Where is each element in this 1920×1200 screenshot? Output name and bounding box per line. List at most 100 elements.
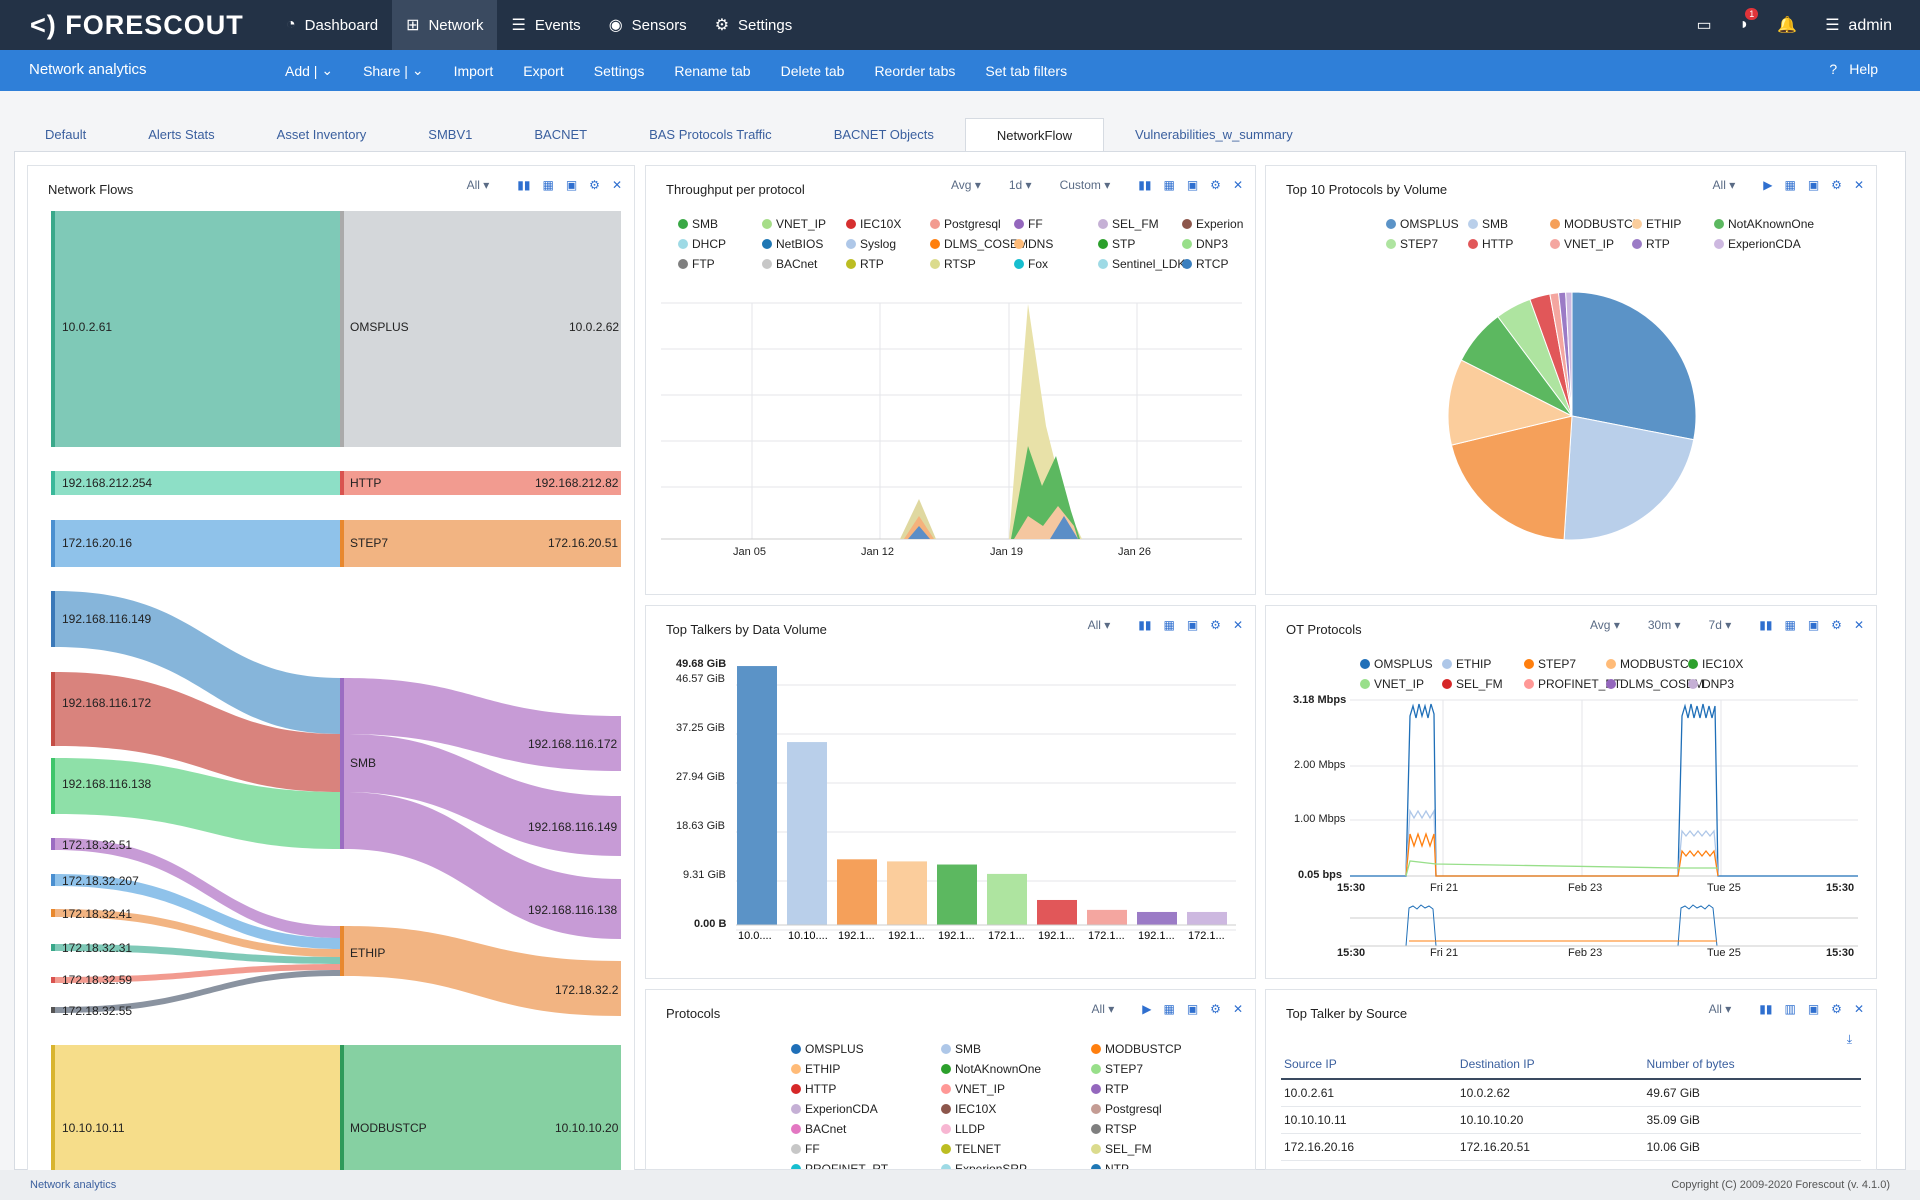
- help-link[interactable]: ? Help: [1829, 61, 1890, 77]
- legend-item[interactable]: NotAKnownOne: [1714, 217, 1814, 231]
- legend-item[interactable]: FTP: [678, 257, 715, 271]
- legend-item[interactable]: NotAKnownOne: [941, 1062, 1041, 1076]
- close-icon[interactable]: ✕: [1853, 1002, 1864, 1016]
- range-dropdown[interactable]: 1d ▾: [1008, 178, 1032, 192]
- legend-item[interactable]: ExperionSRP: [941, 1162, 1027, 1169]
- table-row[interactable]: 10.10.10.11 10.10.10.20 35.09 GiB: [1281, 1106, 1861, 1134]
- legend-item[interactable]: Fox: [1014, 257, 1048, 271]
- legend-item[interactable]: FF: [791, 1142, 820, 1156]
- table-icon[interactable]: ▦: [1784, 178, 1796, 192]
- legend-item[interactable]: DLMS_COSEM: [930, 237, 1028, 251]
- tab-smbv1[interactable]: SMBV1: [428, 127, 473, 142]
- import-button[interactable]: Import: [453, 62, 494, 79]
- legend-item[interactable]: SEL_FM: [1098, 217, 1159, 231]
- legend-item[interactable]: DNP3: [1182, 237, 1228, 251]
- legend-item[interactable]: DNS: [1014, 237, 1053, 251]
- nav-events[interactable]: ☰ Events: [497, 0, 594, 50]
- legend-item[interactable]: SEL_FM: [1091, 1142, 1152, 1156]
- reorder-tabs-button[interactable]: Reorder tabs: [874, 62, 956, 79]
- close-icon[interactable]: ✕: [1232, 178, 1243, 192]
- share-button[interactable]: Share | ⌄: [348, 62, 439, 79]
- legend-item[interactable]: Experion: [1182, 217, 1243, 231]
- legend-item[interactable]: RTP: [846, 257, 884, 271]
- legend-item[interactable]: IEC10X: [941, 1102, 996, 1116]
- legend-item[interactable]: DHCP: [678, 237, 726, 251]
- legend-item[interactable]: STP: [1098, 237, 1135, 251]
- image-icon[interactable]: ▣: [1807, 178, 1820, 192]
- bell-icon[interactable]: 🔔: [1777, 17, 1798, 34]
- nav-settings[interactable]: ⚙ Settings: [701, 0, 807, 50]
- table-icon[interactable]: ▦: [1163, 1002, 1175, 1016]
- rename-tab-button[interactable]: Rename tab: [674, 62, 751, 79]
- nav-sensors[interactable]: ◉ Sensors: [595, 0, 701, 50]
- gear-icon[interactable]: ⚙: [1210, 1002, 1221, 1016]
- tab-bacnet-objects[interactable]: BACNET Objects: [833, 127, 934, 142]
- legend-item[interactable]: RTP: [1632, 237, 1670, 251]
- close-icon[interactable]: ✕: [1232, 618, 1243, 632]
- legend-item[interactable]: MODBUSTCP: [1091, 1042, 1182, 1056]
- bar-chart-icon[interactable]: ▥: [1784, 1002, 1796, 1016]
- table-icon[interactable]: ▦: [1163, 618, 1175, 632]
- legend-item[interactable]: PROFINET_RT: [1524, 677, 1621, 691]
- column-header[interactable]: Destination IP: [1456, 1050, 1644, 1080]
- legend-item[interactable]: ETHIP: [1632, 217, 1681, 231]
- table-icon[interactable]: ▦: [1163, 178, 1175, 192]
- legend-item[interactable]: RTP: [1091, 1082, 1129, 1096]
- legend-item[interactable]: ETHIP: [1442, 657, 1491, 671]
- gear-icon[interactable]: ⚙: [1831, 618, 1842, 632]
- tab-vulnerabilities[interactable]: Vulnerabilities_w_summary: [1135, 127, 1293, 142]
- pause-icon[interactable]: ▮▮: [1759, 618, 1773, 632]
- play-icon[interactable]: ▶: [1763, 178, 1773, 192]
- pause-icon[interactable]: ▮▮: [517, 178, 531, 192]
- legend-item[interactable]: DNP3: [1688, 677, 1734, 691]
- legend-item[interactable]: HTTP: [1468, 237, 1513, 251]
- legend-item[interactable]: TELNET: [941, 1142, 1001, 1156]
- monitor-icon[interactable]: ▭: [1696, 17, 1712, 34]
- legend-item[interactable]: MODBUSTCP: [1606, 657, 1697, 671]
- legend-item[interactable]: RTSP: [1091, 1122, 1137, 1136]
- legend-item[interactable]: RTSP: [930, 257, 976, 271]
- legend-item[interactable]: ExperionCDA: [1714, 237, 1801, 251]
- legend-item[interactable]: VNET_IP: [1550, 237, 1614, 251]
- legend-item[interactable]: NetBIOS: [762, 237, 823, 251]
- feed-icon[interactable]: ◗ 1: [1740, 8, 1759, 34]
- legend-item[interactable]: BACnet: [791, 1122, 846, 1136]
- tab-bas-protocols-traffic[interactable]: BAS Protocols Traffic: [649, 127, 772, 142]
- nav-dashboard[interactable]: ◔ Dashboard: [272, 0, 392, 50]
- gear-icon[interactable]: ⚙: [1831, 1002, 1842, 1016]
- settings-button[interactable]: Settings: [593, 62, 645, 79]
- agg-dropdown[interactable]: Avg ▾: [951, 178, 981, 192]
- legend-item[interactable]: NTP: [1091, 1162, 1129, 1169]
- range-dropdown[interactable]: 7d ▾: [1708, 618, 1732, 632]
- legend-item[interactable]: MODBUSTCP: [1550, 217, 1641, 231]
- legend-item[interactable]: OMSPLUS: [1386, 217, 1459, 231]
- close-icon[interactable]: ✕: [1853, 178, 1864, 192]
- close-icon[interactable]: ✕: [611, 178, 622, 192]
- gear-icon[interactable]: ⚙: [1831, 178, 1842, 192]
- add-button[interactable]: Add | ⌄: [270, 62, 348, 79]
- tab-networkflow[interactable]: NetworkFlow: [964, 118, 1104, 152]
- agg-dropdown[interactable]: Avg ▾: [1590, 618, 1620, 632]
- legend-item[interactable]: ETHIP: [791, 1062, 840, 1076]
- pause-icon[interactable]: ▮▮: [1759, 1002, 1773, 1016]
- delete-tab-button[interactable]: Delete tab: [780, 62, 845, 79]
- filter-dropdown[interactable]: All ▾: [1087, 618, 1111, 632]
- legend-item[interactable]: RTCP: [1182, 257, 1228, 271]
- filter-dropdown[interactable]: All ▾: [1091, 1002, 1115, 1016]
- image-icon[interactable]: ▣: [1807, 1002, 1820, 1016]
- image-icon[interactable]: ▣: [1186, 1002, 1199, 1016]
- legend-item[interactable]: BACnet: [762, 257, 817, 271]
- legend-item[interactable]: LLDP: [941, 1122, 985, 1136]
- table-icon[interactable]: ▦: [542, 178, 554, 192]
- legend-item[interactable]: PROFINET_RT: [791, 1162, 888, 1169]
- legend-item[interactable]: STEP7: [1524, 657, 1576, 671]
- legend-item[interactable]: IEC10X: [1688, 657, 1743, 671]
- legend-item[interactable]: Sentinel_LDK: [1098, 257, 1185, 271]
- column-header[interactable]: Number of bytes: [1643, 1050, 1861, 1080]
- column-header[interactable]: Source IP: [1281, 1050, 1457, 1080]
- legend-item[interactable]: STEP7: [1386, 237, 1438, 251]
- period-dropdown[interactable]: Custom ▾: [1059, 178, 1111, 192]
- legend-item[interactable]: IEC10X: [846, 217, 901, 231]
- close-icon[interactable]: ✕: [1853, 618, 1864, 632]
- close-icon[interactable]: ✕: [1232, 1002, 1243, 1016]
